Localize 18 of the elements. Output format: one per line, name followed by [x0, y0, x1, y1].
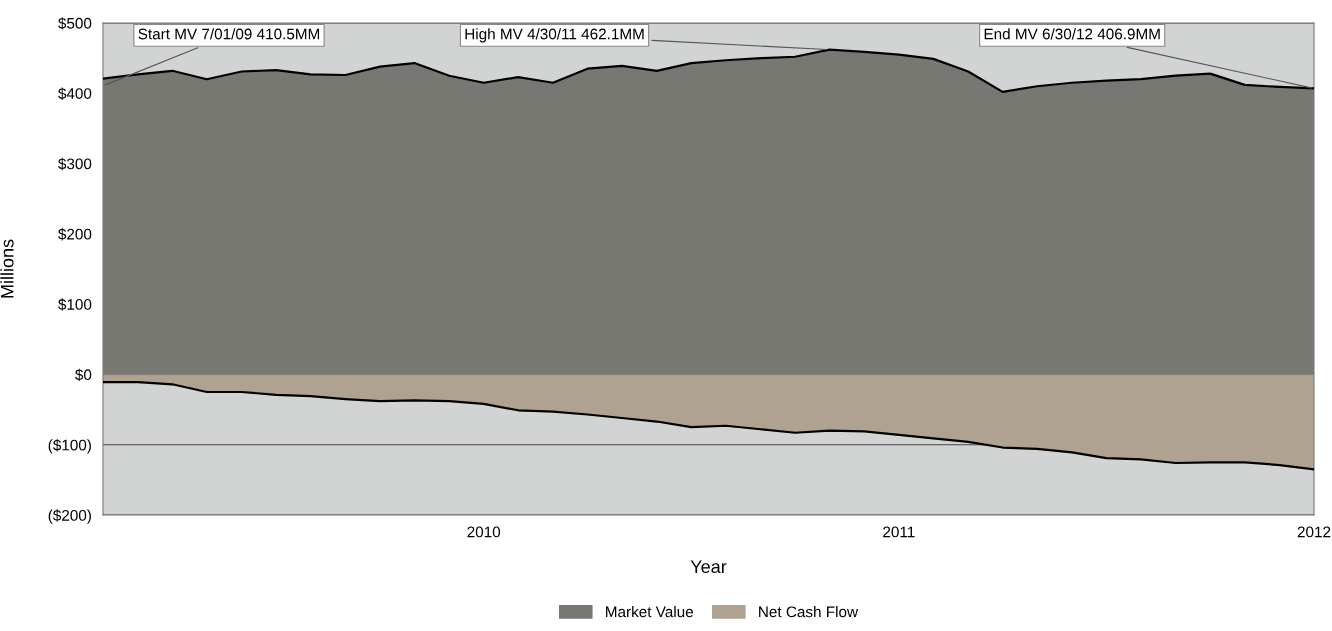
x-axis-title: Year: [690, 560, 727, 574]
y-tick-label: $200: [58, 228, 92, 241]
x-tick-label: 2010: [467, 526, 501, 538]
y-tick-label: $100: [58, 298, 92, 311]
y-tick-label: $400: [58, 87, 92, 100]
x-tick-label: 2011: [883, 526, 915, 538]
legend-label: Market Value: [606, 606, 694, 618]
y-axis-title: Millions: [0, 239, 14, 298]
legend-label: Net Cash Flow: [759, 606, 859, 618]
y-tick-label: ($100): [48, 439, 91, 454]
annotation: High MV 4/30/11 462.1MM: [465, 28, 644, 43]
y-tick-label: $0: [75, 368, 92, 382]
annotation: End MV 6/30/12 406.9MM: [984, 28, 1160, 40]
y-tick-label: $300: [58, 157, 92, 171]
y-tick-label: ($200): [48, 509, 91, 524]
y-tick-label: $500: [58, 17, 92, 30]
annotation: Start MV 7/01/09 410.5MM: [138, 28, 320, 40]
x-tick-label: 2012: [1297, 526, 1331, 538]
